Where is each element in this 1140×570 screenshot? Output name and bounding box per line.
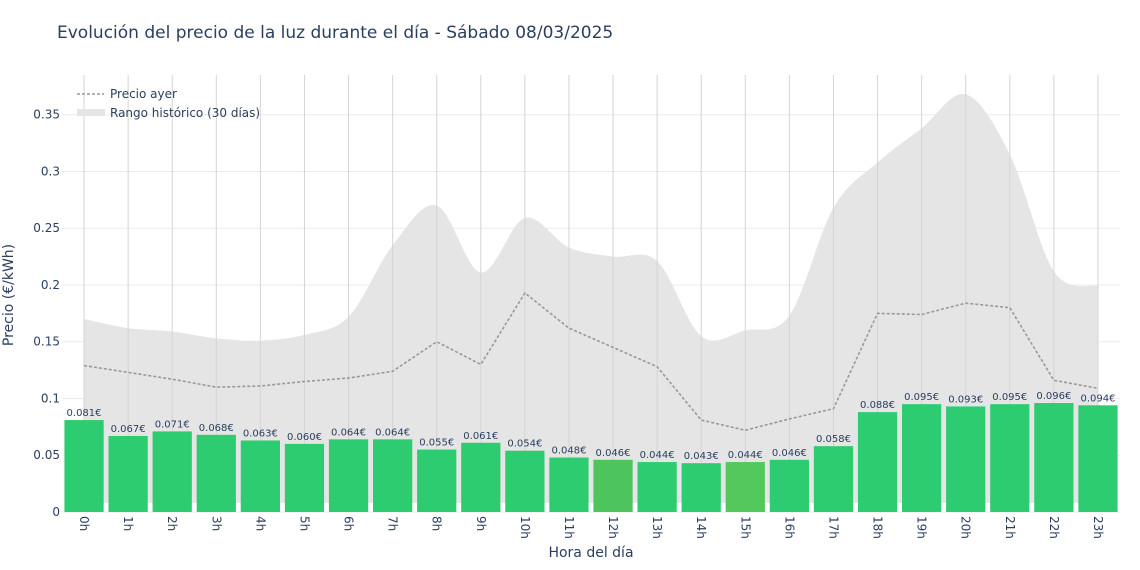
historical-range-band	[84, 93, 1098, 503]
price-bar[interactable]	[108, 435, 148, 512]
bar-value-label: 0.061€	[463, 431, 498, 442]
price-bar[interactable]	[284, 443, 325, 512]
y-tick-label: 0.15	[33, 335, 60, 349]
x-tick-label: 19h	[915, 516, 929, 539]
x-tick-label: 21h	[1003, 516, 1017, 539]
x-tick-label: 18h	[871, 516, 885, 539]
bar-value-label: 0.055€	[419, 438, 454, 449]
bar-value-label: 0.071€	[155, 419, 190, 430]
bar-value-label: 0.093€	[948, 394, 983, 405]
bar-value-label: 0.096€	[1036, 391, 1071, 402]
x-tick-label: 16h	[782, 516, 796, 539]
price-bar[interactable]	[196, 434, 236, 512]
bar-value-label: 0.046€	[772, 448, 807, 459]
bar-value-label: 0.081€	[67, 408, 102, 419]
x-tick-label: 17h	[826, 516, 840, 539]
y-tick-label: 0.2	[41, 278, 60, 292]
chart-title: Evolución del precio de la luz durante e…	[57, 23, 613, 43]
bar-value-label: 0.044€	[640, 450, 675, 461]
x-tick-label: 23h	[1091, 516, 1105, 539]
price-bar[interactable]	[946, 406, 986, 512]
price-bar[interactable]	[813, 446, 854, 512]
x-tick-label: 5h	[297, 516, 311, 531]
today-price-bars	[64, 403, 1118, 512]
y-tick-label: 0.3	[41, 164, 60, 178]
x-tick-label: 6h	[342, 516, 356, 531]
bar-value-label: 0.094€	[1080, 393, 1115, 404]
price-bar[interactable]	[505, 450, 545, 512]
price-bar[interactable]	[769, 459, 809, 512]
bar-value-label: 0.095€	[904, 392, 939, 403]
x-tick-label: 13h	[650, 516, 664, 539]
bar-value-label: 0.064€	[375, 427, 410, 438]
bar-value-label: 0.054€	[507, 439, 542, 450]
yesterday-price-line	[83, 291, 1099, 432]
bar-value-label: 0.060€	[287, 432, 322, 443]
bar-value-label: 0.095€	[992, 392, 1027, 403]
x-tick-label: 1h	[121, 516, 135, 531]
x-axis-ticks: 0h 1h 2h 3h 4h 5h 6h 7h 8h 9h 10h 11h 12h 13h 14h 15h 16…	[77, 516, 1105, 539]
x-tick-label: 20h	[959, 516, 973, 539]
y-tick-label: 0.05	[33, 448, 60, 462]
y-tick-label: 0.35	[33, 108, 60, 122]
y-tick-label: 0.1	[41, 391, 60, 405]
x-tick-label: 0h	[77, 516, 91, 531]
historical-range-area	[84, 93, 1098, 503]
legend-band-swatch	[77, 109, 105, 116]
bar-value-label: 0.063€	[243, 428, 278, 439]
price-bar[interactable]	[990, 404, 1030, 512]
bar-value-label: 0.046€	[596, 448, 631, 459]
y-axis-ticks: 0 0.05 0.1 0.15 0.2 0.25 0.3 0.35	[33, 108, 60, 519]
price-bar[interactable]	[549, 457, 589, 512]
price-bar[interactable]	[593, 459, 633, 512]
x-tick-label: 3h	[209, 516, 223, 531]
bar-value-label: 0.044€	[728, 450, 763, 461]
y-tick-label: 0.25	[33, 221, 60, 235]
x-tick-label: 8h	[430, 516, 444, 531]
price-bar[interactable]	[1078, 405, 1118, 512]
price-bar[interactable]	[461, 442, 501, 512]
x-tick-label: 11h	[562, 516, 576, 539]
price-bar[interactable]	[64, 420, 104, 512]
x-axis-title: Hora del día	[548, 545, 633, 561]
x-tick-label: 12h	[606, 516, 620, 539]
bar-value-label: 0.048€	[551, 446, 586, 457]
x-tick-label: 4h	[253, 516, 267, 531]
bar-value-label: 0.067€	[111, 424, 146, 435]
x-tick-label: 7h	[386, 516, 400, 531]
price-bar[interactable]	[152, 431, 192, 512]
price-bar[interactable]	[328, 439, 369, 512]
y-axis-title: Precio (€/kWh)	[1, 244, 17, 346]
bar-value-label: 0.068€	[199, 423, 234, 434]
price-bar[interactable]	[417, 449, 457, 512]
x-tick-label: 9h	[474, 516, 488, 531]
bar-value-label: 0.058€	[816, 434, 851, 445]
y-tick-label: 0	[52, 505, 60, 519]
x-tick-label: 15h	[738, 516, 752, 539]
bar-value-labels: 0.081€ 0.067€ 0.071€ 0.068€ 0.063€ 0.060€ 0.06…	[67, 391, 1116, 462]
price-bar[interactable]	[373, 439, 413, 512]
bar-value-label: 0.043€	[684, 451, 719, 462]
price-bar[interactable]	[857, 412, 898, 512]
yesterday-price-series	[83, 291, 1099, 432]
x-tick-label: 14h	[694, 516, 708, 539]
x-tick-label: 10h	[518, 516, 532, 539]
x-tick-label: 2h	[165, 516, 179, 531]
price-bar[interactable]	[725, 462, 765, 512]
price-bar[interactable]	[240, 440, 280, 512]
price-bar[interactable]	[681, 463, 721, 512]
legend-item-yesterday[interactable]: Precio ayer	[110, 87, 177, 101]
legend-item-range[interactable]: Rango histórico (30 días)	[110, 106, 260, 120]
bar-value-label: 0.088€	[860, 400, 895, 411]
price-bar[interactable]	[902, 404, 942, 512]
legend[interactable]: Precio ayer Rango histórico (30 días)	[77, 87, 260, 120]
x-tick-label: 22h	[1047, 516, 1061, 539]
bar-value-label: 0.064€	[331, 427, 366, 438]
price-bar[interactable]	[1034, 403, 1074, 512]
price-bar[interactable]	[637, 462, 677, 512]
